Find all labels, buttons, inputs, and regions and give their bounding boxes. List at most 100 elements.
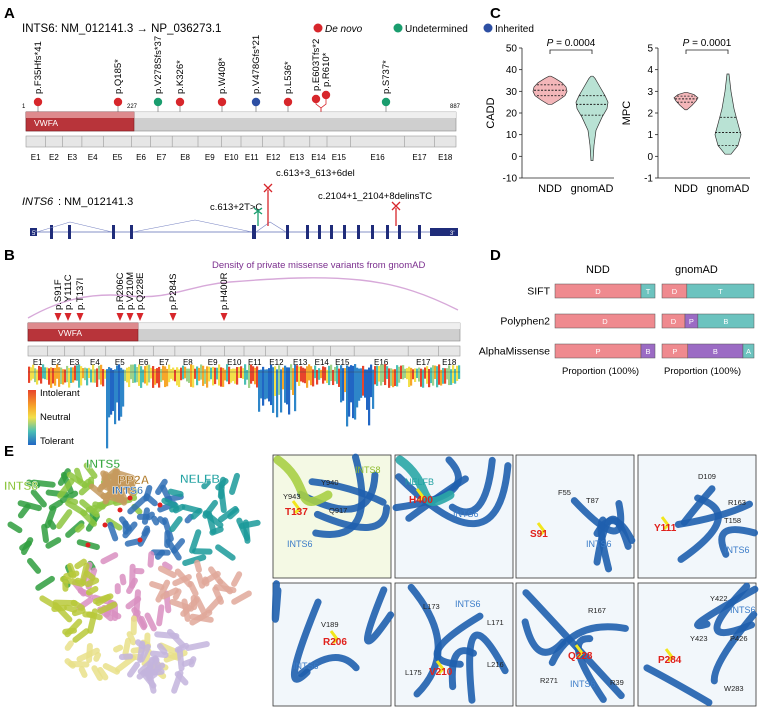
variant-label: p.R610* [321,52,332,87]
exon-block [330,225,333,239]
tolerance-bar [364,369,367,398]
missense-marker [76,313,84,321]
tolerance-bar [228,366,231,385]
lollipop-head [321,90,331,100]
panel-b: B Density of private missense variants f… [4,247,461,449]
exon-label: E10 [227,358,242,367]
tolerance-bar [242,368,245,379]
helix-cylinder [63,570,80,580]
tolerance-bar [282,367,285,390]
helix-cylinder [182,554,207,566]
p-value-label: P = 0.0001 [683,38,732,49]
tolerance-bar [446,368,449,380]
tolerance-bar [422,369,425,388]
tolerance-bar [92,364,95,383]
helix-cylinder [100,552,119,565]
helix-cylinder [149,581,165,591]
exon-label: E12 [266,153,281,162]
residue-sticks [415,488,425,503]
detail-residue-label: INTS6 [570,679,596,689]
tolerance-bar [374,366,377,385]
tolerance-bar [68,368,71,388]
helix-cylinder [190,507,203,520]
helix-cylinder [27,558,42,574]
tolerance-bar [188,368,191,383]
helix-cylinder [185,641,210,651]
tolerance-bar [262,366,265,406]
detail-residue-label: INTS6 [724,545,750,555]
tolerance-bar [150,367,153,379]
residue-detail-box: Q228 R167 R271 INTS6 R39 [515,582,635,707]
tolerance-bar [294,364,297,412]
proportion-segment [640,283,656,299]
tolerance-bar [440,369,443,386]
variant-site-marker [85,542,91,548]
tolerance-bar [218,364,221,386]
exon-label: E7 [157,153,167,162]
tolerance-bar [288,367,291,415]
helix-cylinder [92,501,106,510]
tolerance-bar [286,367,289,405]
tolerance-bar [184,366,187,379]
group-label: gnomAD [571,183,614,195]
tolerance-bar [284,365,287,403]
exon-label: E9 [205,153,215,162]
tolerance-bar [444,368,447,384]
transcript-structure: 5' 3' [30,219,458,239]
tolerance-bar [304,368,307,384]
lollipop-head [33,97,43,107]
tolerance-bar [198,367,201,381]
tolerance-bar [70,367,73,383]
tolerance-bar [170,369,173,379]
helix-cylinder [122,637,132,657]
mutated-residue-label: T137 [285,507,308,518]
violin-shape [575,75,609,162]
proportion-axis-label-ndd: Proportion (100%) [562,366,639,377]
vwfa-domain-b-highlight [28,323,138,329]
y-tick-label: 40 [506,65,518,76]
helix-cylinder [102,663,120,675]
tolerance-bar [404,368,407,379]
tolerance-bar [78,364,81,388]
complex-subunit-label: INTS6 [112,485,143,497]
exon-label: E17 [412,153,427,162]
lollipop-head [113,97,123,107]
tolerance-bar [272,367,275,413]
helix-cylinder [157,565,177,579]
helix-cylinder [218,488,227,513]
tolerance-bar [430,367,433,384]
tolerance-bar [164,366,167,388]
exon-label: E11 [245,153,259,162]
mutated-residue-label: Y111 [654,523,677,534]
helix-cylinder [213,584,237,594]
helix-cylinder [20,537,34,556]
tolerance-bar [126,367,129,383]
exon-label: E15 [335,358,350,367]
tolerance-bar [224,369,227,381]
y-tick-label: -10 [503,174,518,185]
helix-cylinder [91,665,103,682]
exon-block [398,225,401,239]
helix-cylinder [127,495,148,515]
missense-label: p.Y111C [63,274,74,310]
helix-cylinder [7,521,23,534]
tolerance-bar [366,369,369,410]
scissors-icon [253,207,263,226]
panel-letter-e: E [4,443,14,460]
tolerance-bar [230,369,233,383]
helix-cylinder [160,484,173,504]
y-tick-label: 0 [647,152,653,163]
proportion-segment [697,313,755,329]
helix-cylinder [83,462,98,479]
detail-residue-label: L175 [405,668,422,677]
tolerance-bar [306,366,309,388]
detail-residue-label: T158 [724,516,741,525]
legend-label: Undetermined [405,24,468,35]
ribbon-segment [710,611,758,685]
tolerance-bar [72,367,75,383]
tolerance-bar [434,365,437,379]
exon-block [306,225,309,239]
y-tick-label: -1 [644,174,653,185]
tolerance-bar [414,368,417,382]
exon-block [386,225,389,239]
